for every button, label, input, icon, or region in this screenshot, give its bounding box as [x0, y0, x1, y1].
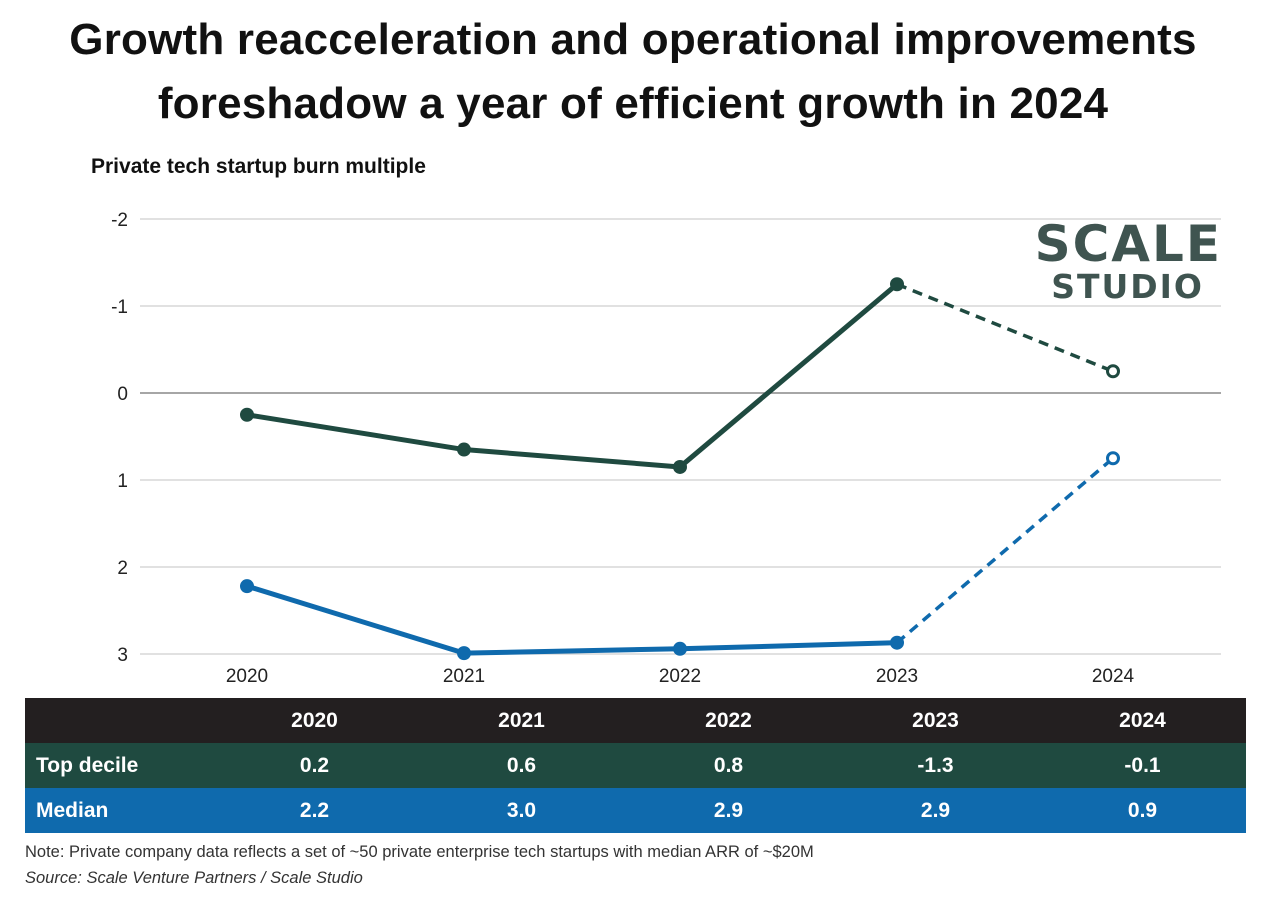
- y-tick-label: -2: [111, 210, 128, 231]
- series-line-top-decile: [244, 281, 900, 470]
- data-point: [240, 579, 254, 594]
- row-label: Top decile: [25, 743, 211, 788]
- data-table: 2020 2021 2022 2023 2024 Top decile 0.2 …: [25, 698, 1246, 833]
- table-cell: 0.6: [418, 743, 625, 788]
- y-tick-label: 3: [117, 645, 128, 666]
- x-axis-ticks: 2020 2021 2022 2023 2024: [226, 666, 1135, 687]
- y-tick-label: 0: [117, 384, 128, 405]
- data-point: [457, 442, 471, 457]
- scale-studio-logo: SCALE STUDIO: [1035, 218, 1222, 304]
- table-header: 2021: [418, 698, 625, 743]
- line-chart: -2 -1 0 1 2 3 2020 2021 2022 2023 2024: [111, 210, 1221, 687]
- x-tick-label: 2021: [443, 666, 485, 687]
- x-tick-label: 2022: [659, 666, 701, 687]
- table-cell: 0.8: [625, 743, 832, 788]
- table-cell: -1.3: [832, 743, 1039, 788]
- data-point: [890, 635, 904, 650]
- table-header-row: 2020 2021 2022 2023 2024: [25, 698, 1246, 743]
- table-cell: 3.0: [418, 788, 625, 833]
- x-tick-label: 2020: [226, 666, 268, 687]
- series-line-median: [244, 583, 900, 656]
- table-row-top-decile: Top decile 0.2 0.6 0.8 -1.3 -0.1: [25, 743, 1246, 788]
- table-cell: 2.2: [211, 788, 418, 833]
- data-point: [673, 641, 687, 656]
- x-tick-label: 2024: [1092, 666, 1135, 687]
- data-point: [1106, 451, 1120, 466]
- table-header: 2023: [832, 698, 1039, 743]
- footnote: Note: Private company data reflects a se…: [25, 843, 814, 861]
- series-forecast-line-top-decile: [896, 282, 1114, 373]
- table-header: 2024: [1039, 698, 1246, 743]
- table-header: 2020: [211, 698, 418, 743]
- table-cell: 0.2: [211, 743, 418, 788]
- logo-line-1: SCALE: [1034, 215, 1222, 273]
- data-point: [1106, 364, 1120, 379]
- x-tick-label: 2023: [876, 666, 918, 687]
- table-cell: 2.9: [832, 788, 1039, 833]
- table-cell: 2.9: [625, 788, 832, 833]
- y-tick-label: -1: [111, 297, 128, 318]
- data-point: [457, 646, 471, 661]
- y-tick-label: 2: [117, 558, 128, 579]
- source-line: Source: Scale Venture Partners / Scale S…: [25, 869, 363, 887]
- table-corner: [25, 698, 211, 743]
- data-point: [673, 459, 687, 474]
- table-header: 2022: [625, 698, 832, 743]
- series-forecast-line-median: [895, 456, 1115, 645]
- table-cell: -0.1: [1039, 743, 1246, 788]
- y-tick-label: 1: [117, 471, 128, 492]
- data-point: [240, 407, 254, 422]
- title-line-2: foreshadow a year of efficient growth in…: [157, 79, 1109, 128]
- data-point: [890, 277, 904, 292]
- chart-subtitle: Private tech startup burn multiple: [91, 155, 426, 178]
- y-axis-ticks: -2 -1 0 1 2 3: [111, 210, 128, 666]
- gridlines: [140, 218, 1221, 655]
- chart-title: Growth reacceleration and operational im…: [0, 8, 1266, 136]
- table-cell: 0.9: [1039, 788, 1246, 833]
- series-group: [240, 277, 1120, 661]
- logo-line-2: STUDIO: [1051, 267, 1204, 306]
- title-line-1: Growth reacceleration and operational im…: [69, 15, 1197, 64]
- row-label: Median: [25, 788, 211, 833]
- table-row-median: Median 2.2 3.0 2.9 2.9 0.9: [25, 788, 1246, 833]
